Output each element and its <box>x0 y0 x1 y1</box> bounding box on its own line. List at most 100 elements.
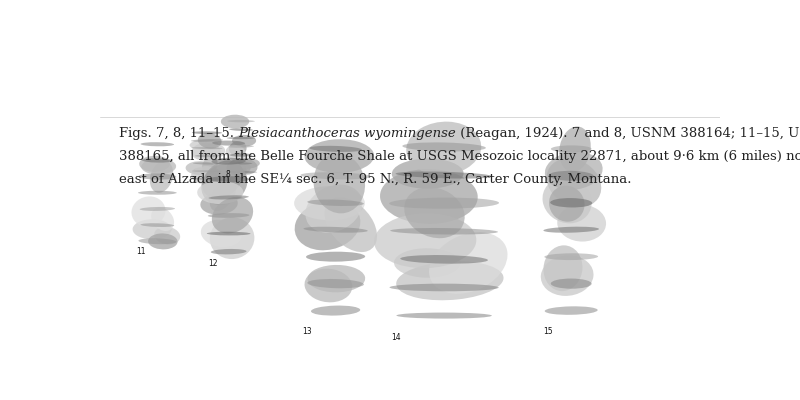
Text: east of Alzada in the SE¼ sec. 6, T. 95 N., R. 59 E., Carter County, Montana.: east of Alzada in the SE¼ sec. 6, T. 95 … <box>118 173 631 186</box>
Ellipse shape <box>307 279 364 288</box>
Ellipse shape <box>306 184 362 233</box>
Ellipse shape <box>301 172 370 180</box>
Ellipse shape <box>543 245 582 291</box>
Ellipse shape <box>208 213 250 218</box>
Ellipse shape <box>229 128 253 131</box>
Ellipse shape <box>545 152 602 190</box>
Ellipse shape <box>140 207 175 211</box>
Ellipse shape <box>230 162 252 164</box>
Ellipse shape <box>227 120 255 122</box>
Ellipse shape <box>310 146 362 152</box>
Ellipse shape <box>191 139 223 142</box>
Ellipse shape <box>380 169 478 224</box>
Ellipse shape <box>294 186 365 220</box>
Text: Plesiacanthoceras wyomingense: Plesiacanthoceras wyomingense <box>238 126 456 140</box>
Ellipse shape <box>546 158 602 207</box>
Ellipse shape <box>396 312 492 318</box>
Text: 12: 12 <box>208 259 218 268</box>
Text: 15: 15 <box>543 327 553 336</box>
Ellipse shape <box>192 170 222 172</box>
Ellipse shape <box>558 205 606 242</box>
Ellipse shape <box>212 140 245 146</box>
Ellipse shape <box>202 160 243 198</box>
Ellipse shape <box>227 137 255 139</box>
Ellipse shape <box>208 176 250 182</box>
Ellipse shape <box>394 248 460 278</box>
Ellipse shape <box>225 171 257 173</box>
Ellipse shape <box>191 166 219 184</box>
Ellipse shape <box>402 142 486 152</box>
Ellipse shape <box>303 227 368 233</box>
Ellipse shape <box>544 253 598 260</box>
Ellipse shape <box>543 227 599 233</box>
Ellipse shape <box>198 133 222 149</box>
Ellipse shape <box>549 186 585 222</box>
Ellipse shape <box>226 160 250 176</box>
Ellipse shape <box>210 218 254 259</box>
Text: 8: 8 <box>226 170 230 179</box>
Ellipse shape <box>211 158 246 164</box>
Ellipse shape <box>325 197 377 252</box>
Ellipse shape <box>201 220 242 247</box>
Ellipse shape <box>429 232 507 294</box>
Ellipse shape <box>191 143 221 161</box>
Ellipse shape <box>142 158 176 174</box>
Ellipse shape <box>541 256 594 296</box>
Ellipse shape <box>294 200 360 250</box>
Ellipse shape <box>306 252 365 262</box>
Ellipse shape <box>226 145 246 161</box>
Ellipse shape <box>186 161 216 175</box>
Ellipse shape <box>549 171 594 181</box>
Text: 13: 13 <box>302 327 312 336</box>
Ellipse shape <box>390 228 498 234</box>
Ellipse shape <box>374 213 476 268</box>
Ellipse shape <box>390 284 498 291</box>
Ellipse shape <box>138 174 176 180</box>
Ellipse shape <box>191 147 222 149</box>
Ellipse shape <box>202 156 218 174</box>
Ellipse shape <box>209 195 249 200</box>
Ellipse shape <box>307 265 365 292</box>
Ellipse shape <box>406 122 482 175</box>
Ellipse shape <box>141 223 174 227</box>
Ellipse shape <box>550 198 592 208</box>
Ellipse shape <box>212 197 253 234</box>
Ellipse shape <box>201 144 225 160</box>
Ellipse shape <box>392 158 463 189</box>
Ellipse shape <box>400 255 488 264</box>
Ellipse shape <box>396 261 503 300</box>
Ellipse shape <box>195 154 219 157</box>
Ellipse shape <box>200 193 238 215</box>
Ellipse shape <box>150 161 174 193</box>
Ellipse shape <box>307 200 364 206</box>
Text: 7: 7 <box>192 176 197 185</box>
Text: Figs. 7, 8, 11–15.: Figs. 7, 8, 11–15. <box>118 126 238 140</box>
Ellipse shape <box>542 178 592 223</box>
Ellipse shape <box>395 172 493 178</box>
Ellipse shape <box>191 178 222 180</box>
Ellipse shape <box>221 115 250 128</box>
Ellipse shape <box>192 167 221 176</box>
Ellipse shape <box>138 191 177 195</box>
Ellipse shape <box>151 208 174 231</box>
Ellipse shape <box>305 269 352 302</box>
Ellipse shape <box>232 135 256 147</box>
Ellipse shape <box>228 145 254 148</box>
Ellipse shape <box>234 159 258 175</box>
Ellipse shape <box>133 219 172 239</box>
Ellipse shape <box>230 160 246 178</box>
Ellipse shape <box>139 156 170 172</box>
Ellipse shape <box>305 139 374 173</box>
Ellipse shape <box>138 238 176 244</box>
Text: 14: 14 <box>391 333 401 342</box>
Text: 388165, all from the Belle Fourche Shale at USGS Mesozoic locality 22871, about : 388165, all from the Belle Fourche Shale… <box>118 150 800 163</box>
Ellipse shape <box>230 153 253 157</box>
Ellipse shape <box>206 232 250 236</box>
Ellipse shape <box>148 234 178 249</box>
Ellipse shape <box>154 227 180 244</box>
Ellipse shape <box>131 196 166 226</box>
Ellipse shape <box>550 278 592 289</box>
Ellipse shape <box>230 158 260 169</box>
Ellipse shape <box>229 141 246 156</box>
Ellipse shape <box>141 142 174 146</box>
